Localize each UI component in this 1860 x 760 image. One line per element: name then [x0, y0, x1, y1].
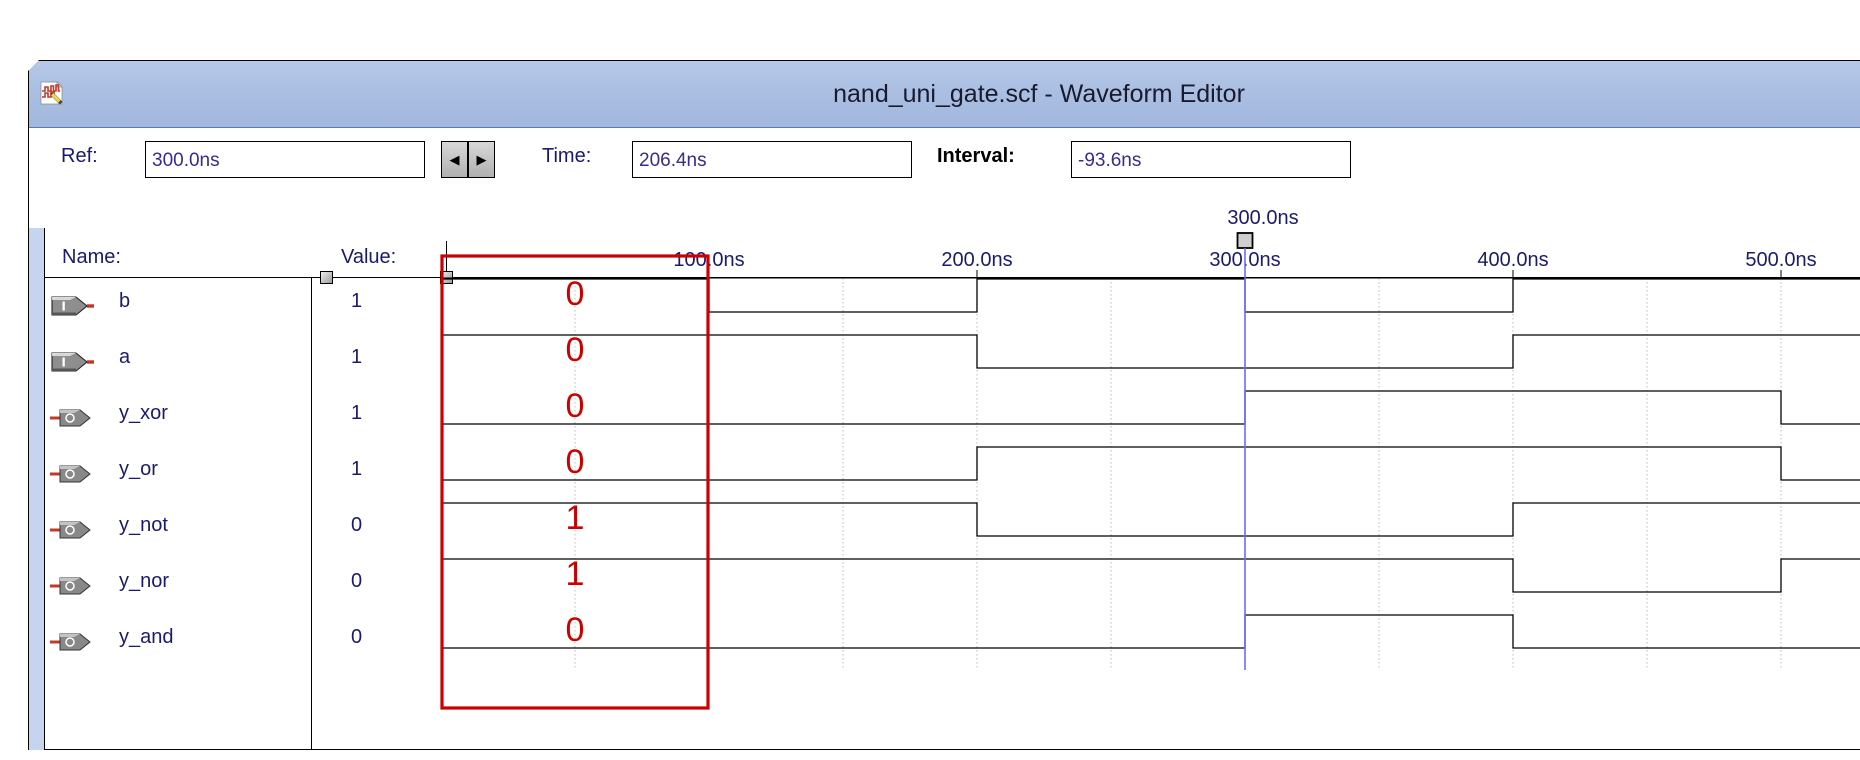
svg-text:400.0ns: 400.0ns — [1477, 249, 1548, 271]
svg-text:0: 0 — [566, 275, 585, 313]
svg-text:300.0ns: 300.0ns — [1227, 207, 1298, 229]
svg-text:500.0ns: 500.0ns — [1745, 249, 1816, 271]
svg-text:0: 0 — [566, 611, 585, 649]
svg-text:0: 0 — [566, 443, 585, 481]
svg-text:0: 0 — [566, 387, 585, 425]
svg-text:200.0ns: 200.0ns — [941, 249, 1012, 271]
svg-text:1: 1 — [566, 499, 585, 537]
svg-text:1: 1 — [566, 555, 585, 593]
svg-text:0: 0 — [566, 331, 585, 369]
